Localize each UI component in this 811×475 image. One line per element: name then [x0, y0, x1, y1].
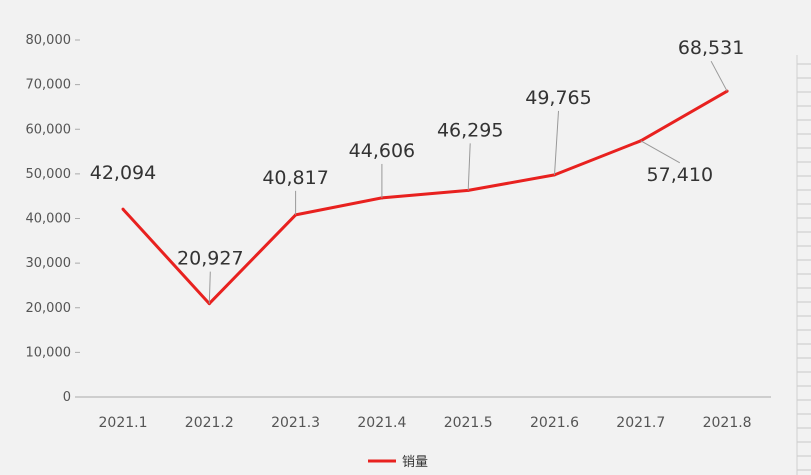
- data-label: 46,295: [437, 119, 503, 141]
- x-axis-ticks: 2021.1 2021.2 2021.3 2021.4 2021.5 2021.6 2021…: [99, 415, 752, 431]
- right-edge-lines: [796, 55, 811, 475]
- x-tick-label: 2021.6: [530, 415, 579, 431]
- legend-label: 销量: [402, 455, 428, 470]
- y-tick-label: 30,000: [26, 256, 72, 271]
- data-label-leader: [710, 60, 728, 92]
- data-label: 49,765: [525, 87, 591, 109]
- y-tick-label: 60,000: [26, 122, 72, 137]
- y-tick-label: 80,000: [26, 33, 72, 48]
- legend: 销量: [368, 455, 428, 470]
- y-axis-ticks: 0 10,000 20,000 30,000 40,000 50,000 60,000 70,…: [26, 33, 80, 405]
- x-tick-label: 2021.1: [99, 415, 148, 431]
- y-tick-label: 50,000: [26, 167, 72, 182]
- x-tick-label: 2021.3: [271, 415, 320, 431]
- data-label-leader: [640, 140, 681, 164]
- data-label: 42,094: [90, 162, 156, 184]
- data-point: [121, 207, 125, 211]
- y-tick-label: 20,000: [26, 301, 72, 316]
- data-label: 68,531: [678, 37, 744, 59]
- y-tick-label: 40,000: [26, 212, 72, 227]
- y-tick-label: 10,000: [26, 345, 72, 360]
- y-tick-label: 70,000: [26, 78, 72, 93]
- x-tick-label: 2021.4: [357, 415, 406, 431]
- x-tick-label: 2021.2: [185, 415, 234, 431]
- data-label: 20,927: [177, 248, 243, 270]
- series-line-sales: [121, 89, 728, 306]
- series-layer: [121, 89, 729, 306]
- data-label-leaders: [208, 60, 728, 304]
- x-tick-label: 2021.5: [444, 415, 493, 431]
- x-tick-label: 2021.7: [616, 415, 665, 431]
- y-tick-label: 0: [63, 390, 71, 405]
- data-label: 40,817: [262, 167, 328, 189]
- data-label-leader: [208, 271, 211, 304]
- data-label-leader: [467, 143, 471, 191]
- x-tick-label: 2021.8: [703, 415, 752, 431]
- data-label: 44,606: [349, 140, 415, 162]
- data-label-leader: [554, 110, 559, 175]
- data-label: 57,410: [647, 164, 713, 186]
- data-labels: 42,094 20,927 40,817 44,606 46,295 49,765 57,4…: [90, 37, 745, 269]
